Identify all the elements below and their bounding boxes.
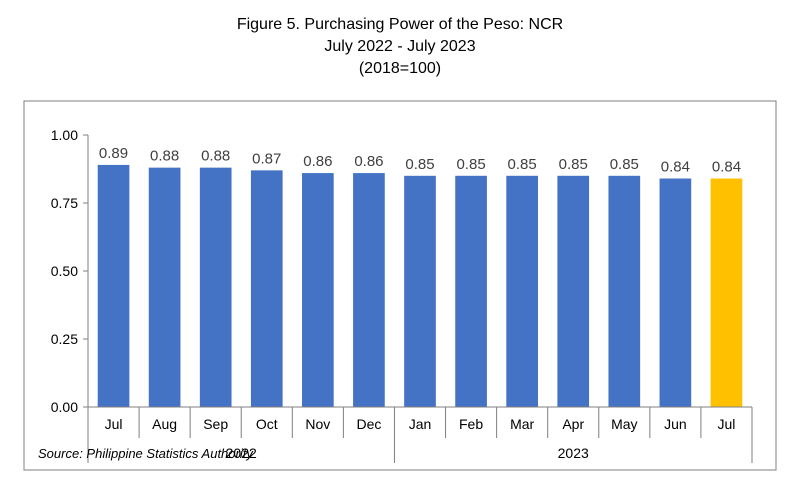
x-tick-label: Mar bbox=[510, 416, 534, 432]
data-label: 0.86 bbox=[354, 153, 383, 170]
data-label: 0.85 bbox=[559, 156, 588, 173]
x-tick-label: Jun bbox=[664, 416, 687, 432]
data-label: 0.85 bbox=[508, 156, 537, 173]
bar-jul-0 bbox=[97, 164, 130, 407]
bars bbox=[97, 164, 743, 407]
data-label: 0.85 bbox=[405, 156, 434, 173]
bar-apr-9 bbox=[557, 175, 590, 407]
data-label: 0.87 bbox=[252, 150, 281, 167]
x-year-label: 2023 bbox=[558, 445, 589, 461]
x-tick-label: Nov bbox=[305, 416, 330, 432]
bar-jun-11 bbox=[659, 178, 692, 407]
bar-nov-4 bbox=[302, 173, 334, 407]
data-labels: 0.89 0.88 0.88 0.87 0.86 0.86 0.85 0.85 0.85 0.85… bbox=[99, 145, 741, 176]
x-tick-label: Aug bbox=[152, 416, 177, 432]
bar-mar-8 bbox=[506, 175, 538, 407]
bar-oct-3 bbox=[250, 170, 283, 407]
y-tick-label: 0.25 bbox=[51, 331, 78, 347]
x-tick-label: Feb bbox=[459, 416, 483, 432]
y-tick-label: 0.00 bbox=[51, 399, 78, 415]
data-label: 0.86 bbox=[303, 153, 332, 170]
data-label: 0.88 bbox=[201, 148, 230, 165]
y-axis: 0.00 0.25 0.50 0.75 1.00 bbox=[51, 127, 89, 415]
x-tick-label: Dec bbox=[356, 416, 381, 432]
plot-frame bbox=[23, 100, 777, 471]
bar-jul-12 bbox=[710, 178, 743, 407]
bar-feb-7 bbox=[455, 175, 487, 407]
y-tick-label: 0.75 bbox=[51, 195, 78, 211]
x-tick-label: Oct bbox=[256, 416, 278, 432]
x-tick-label: May bbox=[611, 416, 637, 432]
x-tick-label: Apr bbox=[562, 416, 584, 432]
bar-sep-2 bbox=[199, 167, 232, 407]
data-label: 0.88 bbox=[150, 148, 179, 165]
chart-title-block: Figure 5. Purchasing Power of the Peso: … bbox=[0, 14, 800, 80]
bar-may-10 bbox=[608, 175, 641, 407]
y-tick-label: 1.00 bbox=[51, 127, 78, 143]
x-axis: Jul Aug Sep Oct Nov Dec Jan Feb Mar Apr May Jun Jul 2… bbox=[87, 406, 753, 463]
data-label: 0.84 bbox=[712, 159, 741, 176]
data-label: 0.85 bbox=[456, 156, 485, 173]
chart-base-year: (2018=100) bbox=[358, 60, 442, 77]
bar-aug-1 bbox=[148, 167, 181, 407]
x-tick-label: Jul bbox=[105, 416, 123, 432]
y-tick-label: 0.50 bbox=[51, 263, 78, 279]
data-label: 0.84 bbox=[661, 159, 690, 176]
x-tick-label: Jan bbox=[409, 416, 432, 432]
x-year-label: 2022 bbox=[226, 445, 257, 461]
data-label: 0.89 bbox=[99, 145, 128, 162]
x-tick-label: Jul bbox=[718, 416, 736, 432]
source-note: Source: Philippine Statistics Authority bbox=[38, 446, 253, 461]
bar-jan-6 bbox=[404, 175, 436, 407]
x-tick-label: Sep bbox=[203, 416, 228, 432]
data-label: 0.85 bbox=[610, 156, 639, 173]
chart-title: Figure 5. Purchasing Power of the Peso: … bbox=[236, 16, 564, 33]
bar-dec-5 bbox=[353, 173, 385, 407]
chart-subtitle: July 2022 - July 2023 bbox=[324, 38, 476, 55]
